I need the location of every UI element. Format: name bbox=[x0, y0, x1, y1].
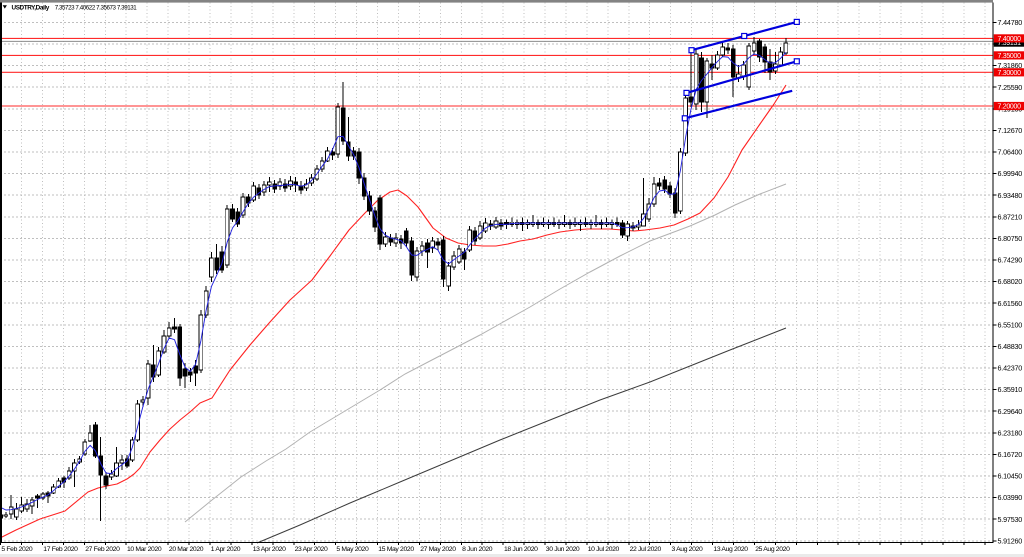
svg-text:6.55100: 6.55100 bbox=[998, 320, 1023, 329]
svg-text:22 Jul 2020: 22 Jul 2020 bbox=[630, 546, 662, 553]
svg-text:7.20000: 7.20000 bbox=[998, 104, 1022, 111]
svg-text:25 Aug 2020: 25 Aug 2020 bbox=[755, 546, 790, 553]
svg-text:6.87210: 6.87210 bbox=[998, 212, 1023, 221]
svg-text:7.30000: 7.30000 bbox=[998, 70, 1022, 77]
svg-text:7.25590: 7.25590 bbox=[998, 83, 1023, 92]
svg-text:6.74290: 6.74290 bbox=[998, 256, 1023, 265]
svg-text:7.40000: 7.40000 bbox=[998, 36, 1022, 43]
svg-text:27 May 2020: 27 May 2020 bbox=[420, 546, 456, 553]
svg-text:6.68020: 6.68020 bbox=[998, 277, 1023, 286]
svg-text:13 Aug 2020: 13 Aug 2020 bbox=[713, 546, 748, 553]
svg-text:6.35910: 6.35910 bbox=[998, 385, 1023, 394]
svg-text:6.61560: 6.61560 bbox=[998, 299, 1023, 308]
svg-text:7.12670: 7.12670 bbox=[998, 126, 1023, 135]
svg-text:23 Apr 2020: 23 Apr 2020 bbox=[295, 546, 328, 553]
svg-text:13 Apr 2020: 13 Apr 2020 bbox=[253, 546, 286, 553]
svg-text:1 Apr 2020: 1 Apr 2020 bbox=[211, 546, 241, 553]
svg-text:6.10450: 6.10450 bbox=[998, 472, 1023, 481]
svg-text:7.44780: 7.44780 bbox=[998, 18, 1023, 27]
svg-text:7.35000: 7.35000 bbox=[998, 53, 1022, 60]
svg-text:20 Mar 2020: 20 Mar 2020 bbox=[169, 546, 204, 553]
svg-text:7.31860: 7.31860 bbox=[998, 61, 1023, 70]
svg-text:6.23180: 6.23180 bbox=[998, 428, 1023, 437]
svg-text:5.97530: 5.97530 bbox=[998, 515, 1023, 524]
svg-text:6.29640: 6.29640 bbox=[998, 407, 1023, 416]
svg-text:27 Feb 2020: 27 Feb 2020 bbox=[85, 546, 120, 553]
svg-text:5 Feb 2020: 5 Feb 2020 bbox=[1, 546, 32, 553]
svg-text:10 Mar 2020: 10 Mar 2020 bbox=[127, 546, 162, 553]
svg-text:6.48830: 6.48830 bbox=[998, 342, 1023, 351]
svg-text:6.80750: 6.80750 bbox=[998, 234, 1023, 243]
svg-text:30 Jun 2020: 30 Jun 2020 bbox=[546, 546, 580, 553]
svg-text:USDTRY,Daily: USDTRY,Daily bbox=[12, 4, 50, 11]
svg-text:6.93480: 6.93480 bbox=[998, 191, 1023, 200]
svg-text:5 May 2020: 5 May 2020 bbox=[336, 546, 369, 553]
svg-text:6.42370: 6.42370 bbox=[998, 364, 1023, 373]
svg-text:6.16720: 6.16720 bbox=[998, 450, 1023, 459]
svg-text:5.91260: 5.91260 bbox=[998, 536, 1023, 545]
svg-text:7.35723 7.40622 7.35673 7.3913: 7.35723 7.40622 7.35673 7.39131 bbox=[55, 4, 138, 11]
svg-text:6.03990: 6.03990 bbox=[998, 493, 1023, 502]
svg-text:6.99940: 6.99940 bbox=[998, 169, 1023, 178]
svg-text:3 Aug 2020: 3 Aug 2020 bbox=[672, 546, 703, 553]
svg-text:18 Jun 2020: 18 Jun 2020 bbox=[504, 546, 538, 553]
svg-text:17 Feb 2020: 17 Feb 2020 bbox=[43, 546, 78, 553]
svg-text:8 Jun 2020: 8 Jun 2020 bbox=[462, 546, 493, 553]
svg-text:7.39131: 7.39131 bbox=[998, 40, 1022, 47]
svg-text:10 Jul 2020: 10 Jul 2020 bbox=[588, 546, 620, 553]
svg-text:15 May 2020: 15 May 2020 bbox=[378, 546, 414, 553]
svg-text:7.06400: 7.06400 bbox=[998, 148, 1023, 157]
